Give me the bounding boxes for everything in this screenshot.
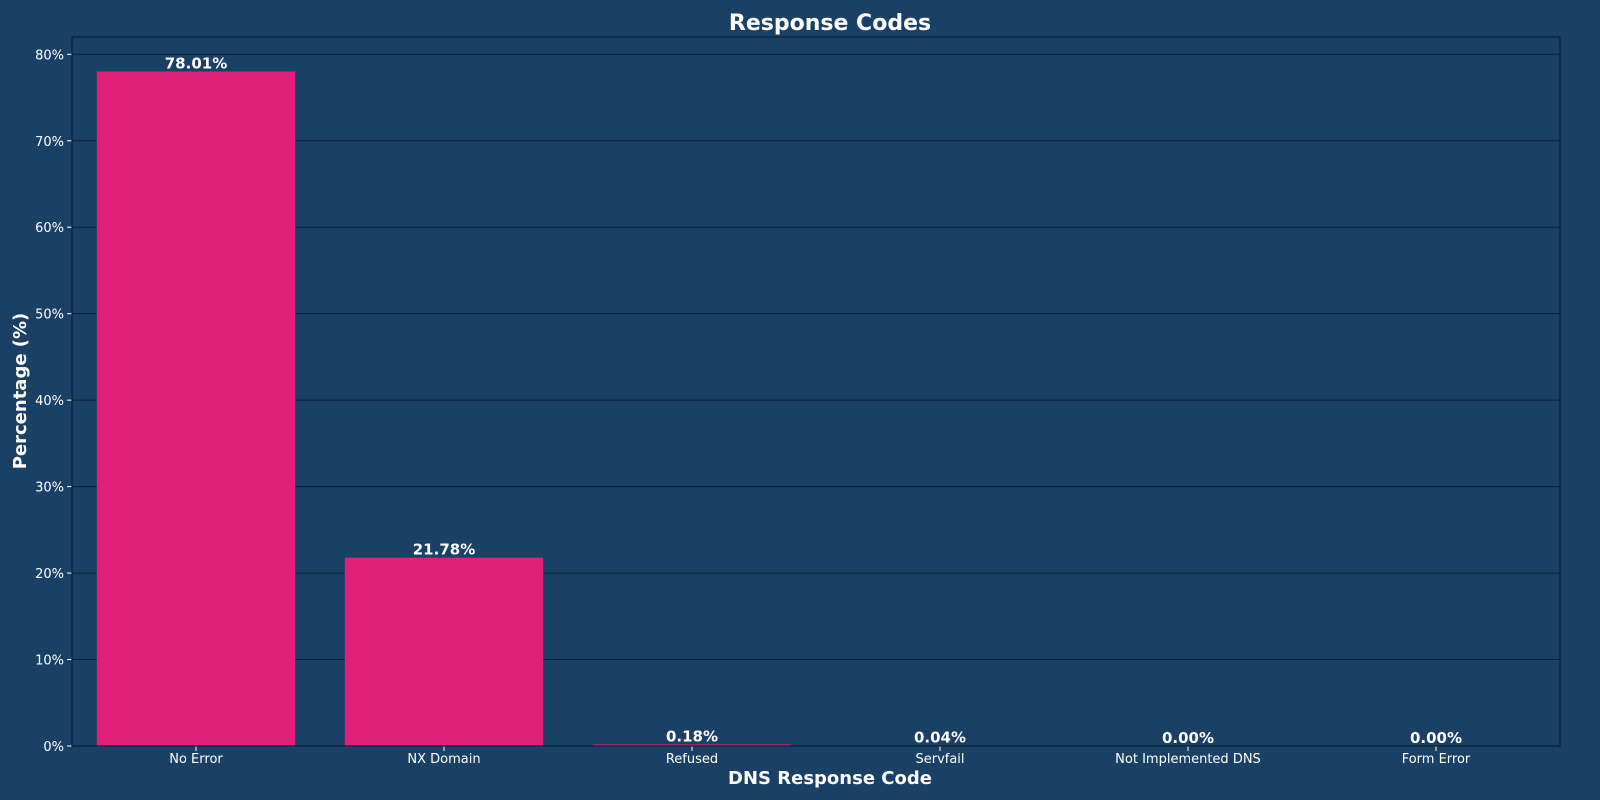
bar [592,744,792,746]
x-tick-label: Refused [666,752,718,767]
data-labels: 78.01% 21.78% 0.18% 0.04% 0.00% 0.00% [165,54,1462,747]
x-tick-labels: No Error NX Domain Refused Servfail Not Impl… [169,746,1471,767]
y-tick-label: 80% [35,48,64,63]
data-label: 0.04% [914,729,966,747]
data-label: 21.78% [413,541,475,559]
bar [96,71,296,746]
bars [96,71,1040,746]
x-tick-label: Not Implemented DNS [1115,752,1261,767]
y-tick-label: 10% [35,654,64,669]
grid-lines [72,53,1560,747]
plot-frame [71,36,1561,747]
y-tick-labels: 0% 10% 20% 30% 40% 50% 60% 70% 80% [35,48,72,755]
x-axis-title: DNS Response Code [728,768,932,789]
y-axis-title: Percentage (%) [10,313,31,470]
y-tick-label: 40% [35,394,64,409]
chart-title: Response Codes [729,11,931,36]
x-tick-label: Form Error [1402,752,1471,767]
y-tick-label: 50% [35,308,64,323]
y-tick-label: 60% [35,221,64,236]
data-label: 0.18% [666,727,718,745]
x-tick-label: NX Domain [407,752,480,767]
bar [344,557,544,746]
data-label: 0.00% [1410,729,1462,747]
y-tick-label: 70% [35,135,64,150]
x-tick-label: No Error [169,752,223,767]
y-tick-label: 20% [35,567,64,582]
data-label: 0.00% [1162,729,1214,747]
data-label: 78.01% [165,54,227,72]
y-tick-label: 30% [35,481,64,496]
y-tick-label: 0% [43,740,64,755]
x-tick-label: Servfail [915,752,964,767]
